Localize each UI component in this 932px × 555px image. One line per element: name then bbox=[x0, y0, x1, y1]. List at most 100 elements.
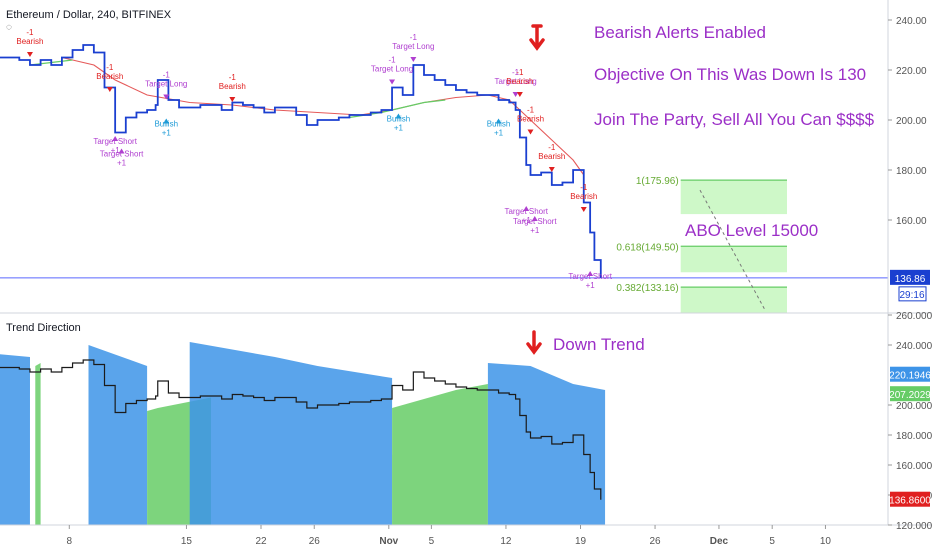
annotation-text: Join The Party, Sell All You Can $$$$ bbox=[594, 110, 875, 129]
blue-level-label-text: 220.1946 bbox=[889, 371, 931, 382]
y-tick-label: 160.00 bbox=[896, 216, 927, 227]
price-line bbox=[0, 44, 602, 278]
x-tick-label: 8 bbox=[67, 536, 73, 547]
x-tick-label: 5 bbox=[769, 536, 775, 547]
down-arrow-icon bbox=[526, 330, 542, 355]
last-price-label-text: 136.86 bbox=[895, 274, 926, 285]
x-tick-label: 22 bbox=[255, 536, 267, 547]
x-tick-label: 26 bbox=[649, 536, 661, 547]
y-tick-label: 240.0000 bbox=[896, 341, 932, 352]
signal-arrow bbox=[112, 136, 119, 141]
x-tick-label: 15 bbox=[181, 536, 193, 547]
signal-label: Target Long bbox=[494, 77, 536, 86]
indicator-title[interactable]: Trend Direction bbox=[6, 322, 81, 334]
signal-count: +1 bbox=[394, 124, 404, 133]
signal-arrow bbox=[531, 216, 538, 221]
countdown-box bbox=[898, 286, 927, 302]
signal-label: Bearish bbox=[538, 152, 565, 161]
signal-count: -1 bbox=[388, 56, 396, 65]
x-tick-label: 19 bbox=[575, 536, 587, 547]
price-pane[interactable]: 1(175.96) 0.618(149.50) 0.382(133.16) Beari… bbox=[0, 23, 888, 314]
signal-count: -1 bbox=[580, 183, 588, 192]
trend-area-blue bbox=[0, 354, 30, 525]
signal-count: -1 bbox=[527, 106, 535, 115]
signal-label: Target Short bbox=[504, 207, 548, 216]
signal-arrow bbox=[163, 118, 170, 124]
trend-area-blue bbox=[189, 342, 393, 525]
trend-direction-pane[interactable]: Down Trend bbox=[0, 330, 645, 525]
down-arrow-icon bbox=[529, 24, 545, 51]
x-tick-label: 26 bbox=[309, 536, 321, 547]
signal-count: +1 bbox=[111, 146, 121, 155]
fib-label: 1(175.96) bbox=[636, 176, 679, 187]
trend-area-green bbox=[392, 384, 488, 525]
trend-last-label bbox=[890, 491, 930, 507]
annotation-text: Down Trend bbox=[553, 335, 645, 354]
signal-arrow bbox=[229, 97, 236, 102]
visibility-icon[interactable]: ◌ bbox=[6, 22, 12, 33]
fib-zone bbox=[680, 287, 787, 314]
signal-arrow bbox=[587, 271, 594, 276]
fib-label: 0.618(149.50) bbox=[616, 242, 678, 253]
last-price-label bbox=[890, 269, 930, 285]
signal-label: Bullish bbox=[154, 120, 178, 129]
signal-arrow bbox=[516, 92, 523, 97]
signal-count: +1 bbox=[494, 129, 504, 138]
signal-count: +1 bbox=[522, 216, 532, 225]
signal-count: -1 bbox=[410, 33, 418, 42]
signal-count: -1 bbox=[229, 73, 237, 82]
y-tick-label: 240.00 bbox=[896, 16, 927, 27]
signal-arrow bbox=[548, 167, 555, 172]
green-level-label bbox=[890, 386, 930, 402]
trend-area-green bbox=[35, 363, 41, 525]
signal-label: Bullish bbox=[487, 120, 511, 129]
signal-label: Bearish bbox=[16, 37, 43, 46]
signal-arrow bbox=[395, 113, 402, 119]
signal-label: Target Short bbox=[93, 137, 137, 146]
green-level-label-text: 207.2029 bbox=[889, 390, 931, 401]
y-tick-label: 120.0000 bbox=[896, 521, 932, 532]
y-tick-label: 180.0000 bbox=[896, 431, 932, 442]
signal-label: Bearish bbox=[506, 77, 533, 86]
symbol-title[interactable]: Ethereum / Dollar, 240, BITFINEX bbox=[6, 9, 172, 21]
signal-label: Bullish bbox=[387, 115, 411, 124]
trend-price-line bbox=[0, 359, 602, 500]
signal-arrow bbox=[580, 207, 587, 212]
fib-label: 0.382(133.16) bbox=[616, 283, 678, 294]
trend-area-blue bbox=[88, 345, 148, 525]
x-tick-label: Dec bbox=[710, 536, 729, 547]
y-tick-label: 260.0000 bbox=[896, 311, 932, 322]
signal-label: Target Long bbox=[392, 42, 434, 51]
annotation-text: Bearish Alerts Enabled bbox=[594, 23, 766, 42]
x-tick-label: Nov bbox=[379, 536, 398, 547]
signal-label: Bearish bbox=[96, 72, 123, 81]
y-tick-label: 160.0000 bbox=[896, 461, 932, 472]
signal-arrow bbox=[26, 52, 33, 57]
trend-area-blue bbox=[487, 363, 606, 525]
signal-arrow bbox=[118, 148, 125, 154]
signal-count: +1 bbox=[162, 129, 172, 138]
signal-label: Target Long bbox=[145, 80, 187, 89]
signal-label: Target Short bbox=[513, 217, 557, 226]
signal-arrow bbox=[163, 94, 170, 100]
signal-count: -1 bbox=[512, 68, 520, 77]
signal-arrow bbox=[389, 79, 396, 85]
fib-zone bbox=[680, 246, 787, 273]
signal-label: Bearish bbox=[570, 192, 597, 201]
signal-count: +1 bbox=[530, 226, 540, 235]
signal-count: +1 bbox=[117, 159, 127, 168]
signal-arrow bbox=[495, 118, 502, 124]
signal-count: +1 bbox=[586, 281, 596, 290]
annotation-text: ABO Level 15000 bbox=[685, 221, 818, 240]
signal-label: Target Long bbox=[371, 65, 413, 74]
y-tick-label: 180.00 bbox=[896, 166, 927, 177]
signal-arrow bbox=[410, 57, 417, 62]
x-tick-label: 5 bbox=[429, 536, 435, 547]
signal-count: -1 bbox=[163, 71, 171, 80]
signal-label: Bearish bbox=[517, 115, 544, 124]
signal-count: -1 bbox=[106, 63, 114, 72]
fib-trendline bbox=[699, 189, 766, 311]
